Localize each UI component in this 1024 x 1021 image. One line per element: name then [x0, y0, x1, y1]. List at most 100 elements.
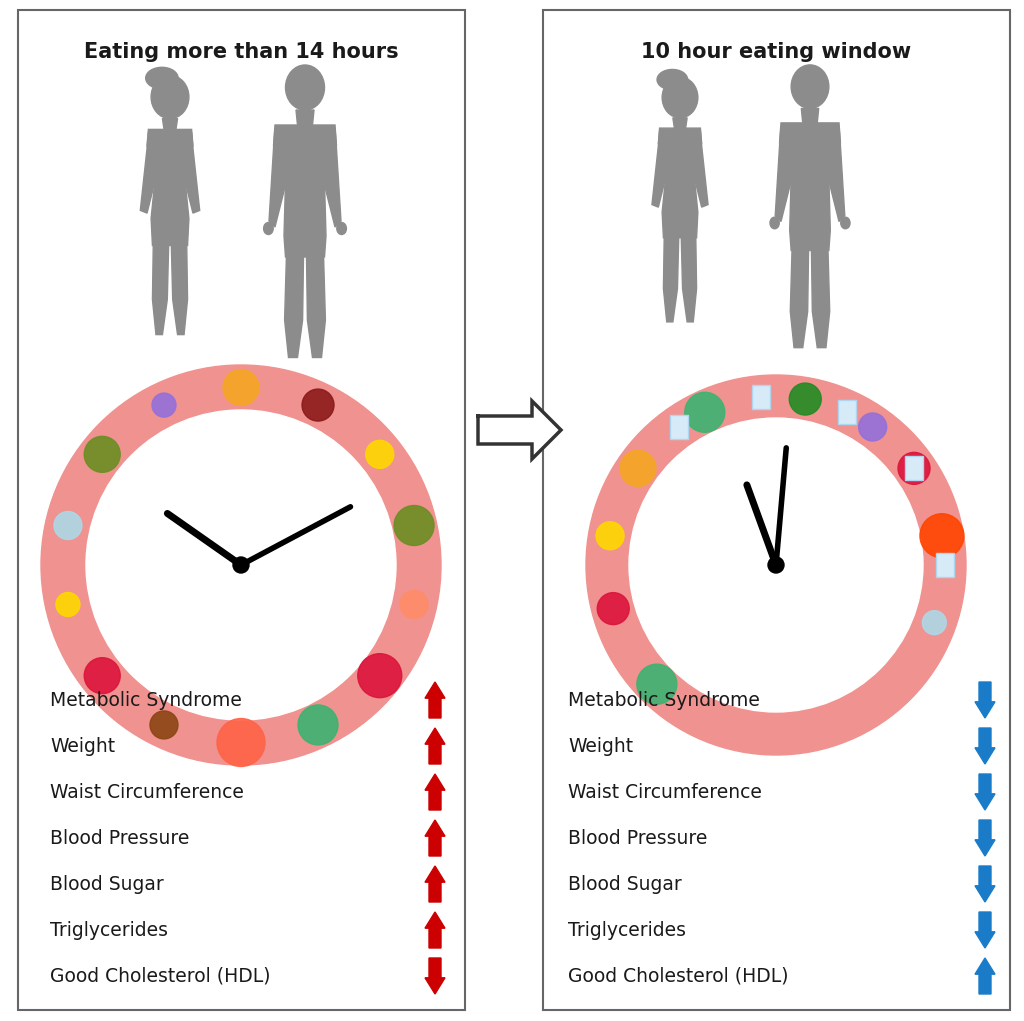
- Polygon shape: [269, 128, 286, 227]
- Text: Weight: Weight: [568, 736, 633, 756]
- Circle shape: [586, 375, 966, 755]
- Polygon shape: [425, 774, 445, 810]
- Ellipse shape: [770, 217, 779, 229]
- Circle shape: [898, 452, 930, 484]
- Circle shape: [366, 440, 394, 469]
- FancyBboxPatch shape: [753, 385, 770, 409]
- Polygon shape: [652, 131, 666, 207]
- Polygon shape: [779, 123, 841, 250]
- Circle shape: [152, 393, 176, 417]
- Ellipse shape: [337, 223, 346, 235]
- FancyBboxPatch shape: [18, 10, 465, 1010]
- Circle shape: [302, 389, 334, 421]
- Ellipse shape: [145, 67, 178, 89]
- Polygon shape: [975, 774, 995, 810]
- Ellipse shape: [263, 223, 273, 235]
- Text: Blood Sugar: Blood Sugar: [50, 875, 164, 893]
- Polygon shape: [163, 118, 177, 130]
- Circle shape: [920, 514, 964, 557]
- Circle shape: [150, 711, 178, 739]
- FancyBboxPatch shape: [839, 400, 856, 425]
- Ellipse shape: [792, 65, 828, 108]
- Circle shape: [620, 450, 656, 486]
- Polygon shape: [425, 912, 445, 949]
- Polygon shape: [975, 866, 995, 902]
- Text: Waist Circumference: Waist Circumference: [568, 782, 762, 801]
- Polygon shape: [153, 245, 169, 335]
- Polygon shape: [775, 126, 792, 222]
- Circle shape: [859, 412, 887, 441]
- Polygon shape: [425, 958, 445, 994]
- Polygon shape: [664, 238, 679, 322]
- Polygon shape: [975, 728, 995, 764]
- Circle shape: [84, 658, 120, 693]
- Text: Blood Sugar: Blood Sugar: [568, 875, 682, 893]
- FancyBboxPatch shape: [936, 553, 953, 577]
- Circle shape: [54, 512, 82, 539]
- FancyBboxPatch shape: [671, 415, 688, 439]
- Polygon shape: [296, 110, 314, 125]
- Text: Metabolic Syndrome: Metabolic Syndrome: [50, 690, 242, 710]
- Circle shape: [790, 383, 821, 416]
- Text: Eating more than 14 hours: Eating more than 14 hours: [84, 42, 398, 62]
- Polygon shape: [791, 250, 809, 347]
- Text: Good Cholesterol (HDL): Good Cholesterol (HDL): [50, 967, 270, 985]
- Text: Triglycerides: Triglycerides: [50, 921, 168, 939]
- Polygon shape: [694, 131, 708, 207]
- Polygon shape: [425, 728, 445, 764]
- Polygon shape: [147, 130, 193, 245]
- Polygon shape: [140, 132, 156, 213]
- Circle shape: [86, 410, 396, 720]
- Polygon shape: [975, 820, 995, 856]
- Polygon shape: [185, 132, 200, 213]
- Circle shape: [394, 505, 434, 545]
- Polygon shape: [273, 125, 337, 257]
- Text: Metabolic Syndrome: Metabolic Syndrome: [568, 690, 760, 710]
- Ellipse shape: [286, 65, 325, 110]
- FancyBboxPatch shape: [905, 456, 923, 480]
- Polygon shape: [681, 238, 696, 322]
- Text: Triglycerides: Triglycerides: [568, 921, 686, 939]
- Circle shape: [768, 557, 784, 573]
- Polygon shape: [425, 682, 445, 718]
- Circle shape: [84, 436, 120, 473]
- Polygon shape: [425, 820, 445, 856]
- Text: Blood Pressure: Blood Pressure: [50, 828, 189, 847]
- Ellipse shape: [663, 78, 697, 117]
- Circle shape: [637, 664, 677, 704]
- Polygon shape: [802, 108, 819, 123]
- Circle shape: [629, 418, 923, 712]
- Text: 10 hour eating window: 10 hour eating window: [641, 42, 911, 62]
- Ellipse shape: [657, 69, 688, 90]
- Circle shape: [41, 364, 441, 765]
- Polygon shape: [811, 250, 829, 347]
- Circle shape: [357, 653, 401, 697]
- Polygon shape: [325, 128, 341, 227]
- Text: Weight: Weight: [50, 736, 115, 756]
- Polygon shape: [975, 958, 995, 994]
- Text: Waist Circumference: Waist Circumference: [50, 782, 244, 801]
- Circle shape: [56, 592, 80, 617]
- Circle shape: [217, 719, 265, 767]
- Polygon shape: [975, 682, 995, 718]
- Ellipse shape: [841, 217, 850, 229]
- Ellipse shape: [152, 76, 188, 118]
- FancyBboxPatch shape: [543, 10, 1010, 1010]
- Polygon shape: [171, 245, 187, 335]
- Text: Good Cholesterol (HDL): Good Cholesterol (HDL): [568, 967, 788, 985]
- Polygon shape: [425, 866, 445, 902]
- Circle shape: [400, 590, 428, 619]
- Polygon shape: [673, 117, 687, 128]
- Polygon shape: [658, 128, 701, 238]
- Circle shape: [223, 370, 259, 405]
- Text: Blood Pressure: Blood Pressure: [568, 828, 708, 847]
- Polygon shape: [828, 126, 845, 222]
- Circle shape: [597, 592, 629, 625]
- Polygon shape: [478, 401, 561, 459]
- Polygon shape: [306, 257, 326, 357]
- Polygon shape: [285, 257, 303, 357]
- Circle shape: [923, 611, 946, 635]
- Circle shape: [596, 522, 624, 549]
- Circle shape: [685, 392, 725, 432]
- Polygon shape: [975, 912, 995, 949]
